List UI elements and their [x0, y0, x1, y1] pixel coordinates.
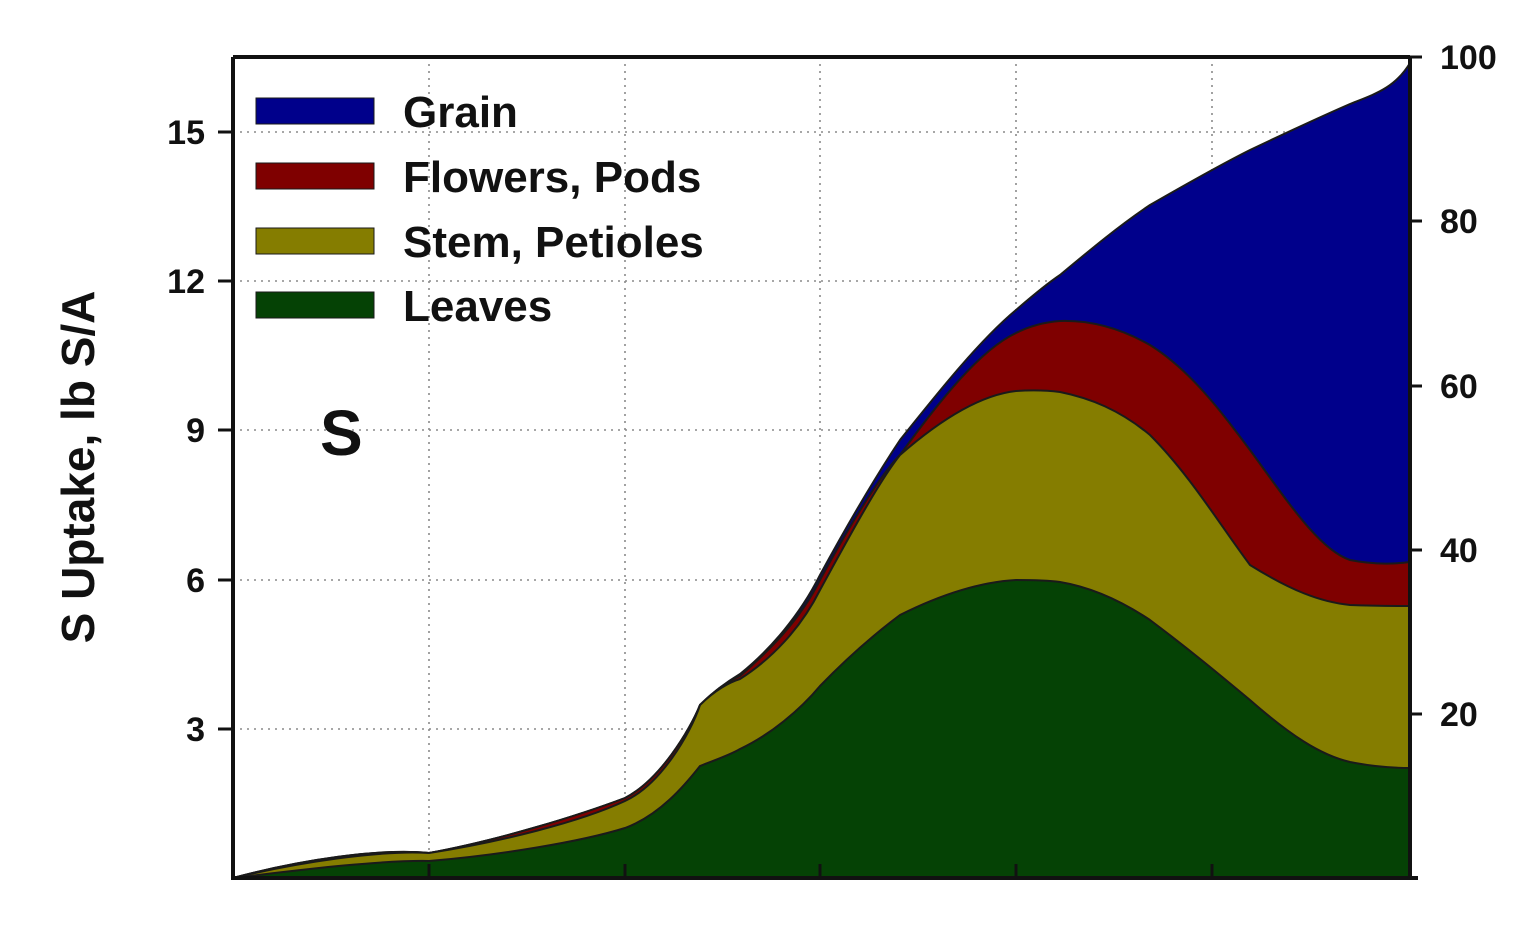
right-tick-label: 20	[1440, 696, 1478, 734]
legend: Grain Flowers, Pods Stem, Petioles Leave…	[255, 88, 704, 331]
area-leaves	[232, 578, 1411, 879]
left-tick-label: 3	[186, 711, 205, 749]
legend-item-stem-petioles: Stem, Petioles	[255, 218, 704, 267]
ticks	[218, 55, 1422, 878]
nutrient-annotation: S	[320, 397, 363, 469]
legend-label: Leaves	[403, 282, 552, 331]
left-tick-label: 9	[186, 412, 205, 450]
right-tick-label: 80	[1440, 203, 1478, 241]
left-tick-labels: 15 12 9 6 3	[167, 114, 205, 749]
right-tick-label: 100	[1440, 39, 1497, 77]
right-tick-label: 60	[1440, 368, 1478, 406]
right-tick-label: 40	[1440, 532, 1478, 570]
legend-item-leaves: Leaves	[255, 282, 552, 331]
legend-label: Grain	[403, 88, 518, 137]
area-layers	[232, 59, 1411, 879]
legend-swatch-flowers-pods	[255, 162, 375, 190]
legend-item-flowers-pods: Flowers, Pods	[255, 153, 701, 202]
legend-swatch-leaves	[255, 291, 375, 319]
legend-swatch-grain	[255, 97, 375, 125]
left-tick-label: 6	[186, 562, 205, 600]
left-tick-label: 12	[167, 263, 205, 301]
y-axis-title: S Uptake, lb S/A	[52, 291, 104, 644]
legend-swatch-stem-petioles	[255, 227, 375, 255]
legend-item-grain: Grain	[255, 88, 518, 137]
right-tick-labels: 100 80 60 40 20	[1440, 39, 1497, 734]
legend-label: Flowers, Pods	[403, 153, 701, 202]
legend-label: Stem, Petioles	[403, 218, 704, 267]
left-tick-label: 15	[167, 114, 205, 152]
